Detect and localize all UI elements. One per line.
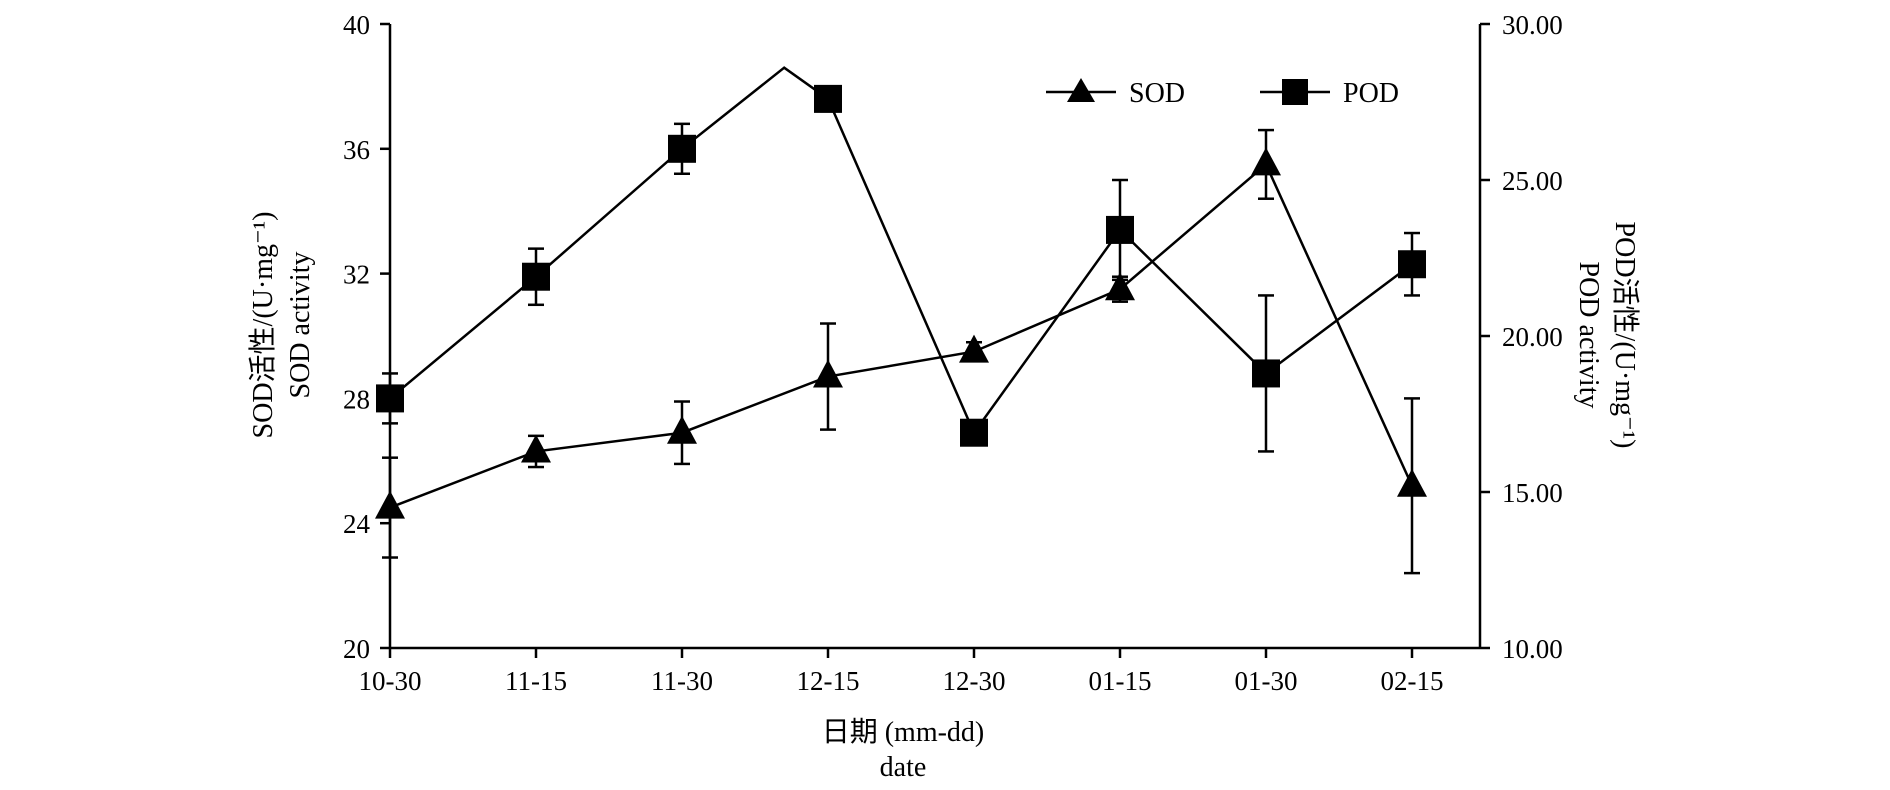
right-y-tick-label: 30.00 <box>1502 10 1563 40</box>
left-y-axis-title-cn: SOD活性/(U·mg⁻¹) <box>247 212 279 439</box>
pod-point-12-30 <box>960 418 988 447</box>
x-tick-label: 12-15 <box>797 666 860 696</box>
x-axis-ticks: 10-30 11-15 11-30 12-15 12-30 01-15 01-30 02-15 <box>359 648 1444 696</box>
legend-sod-label: SOD <box>1129 78 1185 109</box>
x-axis-title-en: date <box>880 752 927 783</box>
pod-point-11-30 <box>668 134 696 163</box>
x-tick-label: 01-15 <box>1089 666 1152 696</box>
legend-pod-square-icon <box>1282 79 1308 105</box>
pod-point-11-15 <box>522 262 550 291</box>
right-y-tick-label: 25.00 <box>1502 166 1563 196</box>
left-y-tick-label: 36 <box>343 135 370 165</box>
pod-point-12-15 <box>814 84 842 113</box>
sod-point-11-30 <box>667 415 697 444</box>
left-y-tick-label: 28 <box>343 384 370 414</box>
left-y-axis-title-en: SOD activity <box>285 252 316 399</box>
sod-point-10-30 <box>375 490 405 519</box>
right-y-tick-label: 10.00 <box>1502 634 1563 664</box>
x-tick-label: 02-15 <box>1381 666 1444 696</box>
pod-point-10-30 <box>376 384 404 413</box>
x-tick-label: 11-30 <box>651 666 713 696</box>
sod-point-12-15 <box>813 359 843 388</box>
sod-series-line <box>389 162 1414 509</box>
x-tick-label: 12-30 <box>943 666 1006 696</box>
x-tick-label: 10-30 <box>359 666 422 696</box>
x-tick-label: 01-30 <box>1235 666 1298 696</box>
left-y-tick-label: 40 <box>343 10 370 40</box>
sod-point-01-15 <box>1105 272 1135 301</box>
data-markers <box>375 84 1427 519</box>
legend: SOD POD <box>1046 78 1399 109</box>
right-y-tick-label: 20.00 <box>1502 322 1563 352</box>
left-y-axis-ticks: 20 24 28 32 36 40 <box>343 10 390 664</box>
left-y-tick-label: 24 <box>343 509 371 539</box>
sod-point-01-30 <box>1251 147 1281 176</box>
legend-pod-label: POD <box>1343 78 1399 109</box>
right-y-axis-title-cn: POD活性/(U·mg⁻¹) <box>1609 222 1641 449</box>
x-axis-title-cn: 日期 (mm-dd) <box>822 717 985 748</box>
sod-point-12-30 <box>959 334 989 363</box>
legend-sod-triangle-icon <box>1067 78 1095 102</box>
right-y-axis-ticks: 10.00 15.00 20.00 25.00 30.00 <box>1480 10 1563 664</box>
pod-point-01-30 <box>1252 359 1280 388</box>
left-y-tick-label: 20 <box>343 634 370 664</box>
sod-point-11-15 <box>521 434 551 463</box>
right-y-axis-title-en: POD activity <box>1573 262 1604 409</box>
x-tick-label: 11-15 <box>505 666 567 696</box>
sod-point-02-15 <box>1397 468 1427 497</box>
right-y-tick-label: 15.00 <box>1502 478 1563 508</box>
pod-point-01-15 <box>1106 215 1134 244</box>
pod-point-02-15 <box>1398 250 1426 279</box>
left-y-tick-label: 32 <box>343 260 370 290</box>
